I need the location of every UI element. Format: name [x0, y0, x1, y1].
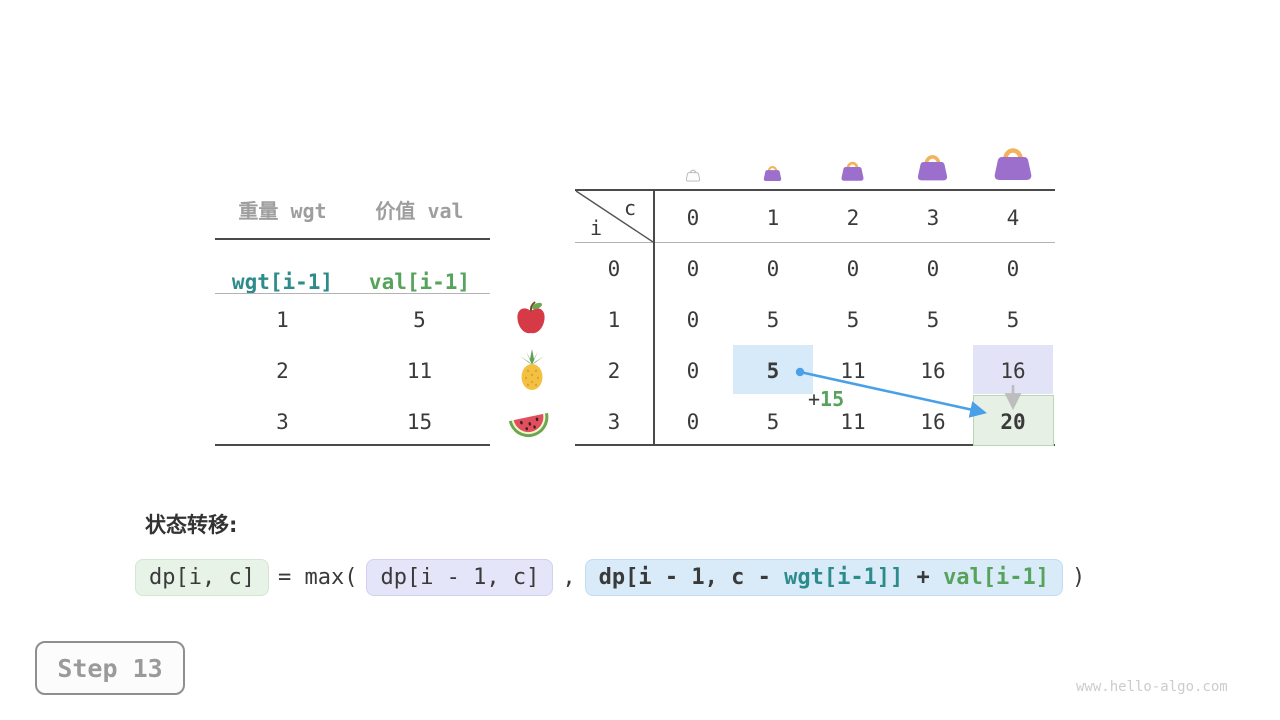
dp-row-label: 1: [607, 308, 621, 332]
items-table-mid-rule: [215, 293, 490, 294]
added-value: 15: [820, 387, 845, 411]
state-transition-label: 状态转移:: [145, 513, 238, 537]
step-badge: Step 13: [35, 641, 185, 695]
items-table-bottom-rule: [215, 444, 490, 446]
watermark: www.hello-algo.com: [1076, 679, 1228, 695]
items-table-header-weight: 重量 wgt: [238, 199, 327, 223]
dp-cell: 5: [766, 308, 780, 332]
dp-cell: 5: [766, 410, 780, 434]
formula-closing-paren: ): [1072, 565, 1086, 590]
dp-row-label: 0: [607, 257, 621, 281]
item-value-cell: 5: [413, 308, 426, 332]
item-weight-cell: 1: [276, 308, 289, 332]
formula-arg2-val: val[i-1]: [943, 565, 1050, 590]
formula-arg2-plus: +: [903, 565, 944, 590]
item-value-cell: 15: [406, 410, 433, 434]
items-table-header-value: 价值 val: [375, 199, 464, 223]
bag-large-icon: [917, 155, 948, 181]
formula-operator: = max(: [277, 565, 358, 590]
apple-icon: [517, 301, 545, 334]
bag-xlarge-icon: [994, 148, 1032, 180]
dp-cell: 0: [766, 257, 780, 281]
dp-cell: 16: [920, 359, 946, 383]
dp-corner-row-var: i: [590, 216, 603, 240]
formula-lhs: dp[i, c]: [135, 559, 269, 596]
dp-cell: 0: [926, 257, 940, 281]
plus-sign: +: [808, 387, 821, 411]
items-table-index-val: val[i-1]: [368, 270, 471, 294]
dp-cell: 5: [1006, 308, 1020, 332]
dp-col-label: 0: [686, 206, 700, 230]
dp-table-vertical-rule: [653, 189, 655, 446]
dp-cell: 11: [840, 410, 866, 434]
header-diagonal-line: [575, 190, 654, 243]
dp-cell: 0: [686, 257, 700, 281]
dp-row-label: 2: [607, 359, 621, 383]
dp-table-bottom-rule: [575, 444, 1055, 446]
dp-cell: 0: [1006, 257, 1020, 281]
dp-row-label: 3: [607, 410, 621, 434]
items-table-top-rule: [215, 238, 490, 240]
dp-table-header-rule: [575, 242, 1055, 243]
dp-cell: 16: [920, 410, 946, 434]
dp-corner-col-var: c: [624, 196, 637, 220]
formula-separator: ,: [562, 565, 576, 590]
bag-small-icon: [763, 165, 782, 182]
item-weight-cell: 3: [276, 410, 289, 434]
transition-annotation: +15: [808, 387, 844, 411]
dp-cell: 5: [846, 308, 860, 332]
dp-cell: 0: [686, 359, 700, 383]
items-table-index-wgt: wgt[i-1]: [231, 270, 334, 294]
dp-cell: 5: [926, 308, 940, 332]
item-value-cell: 11: [406, 359, 433, 383]
dp-cell-prev: 16: [1000, 359, 1026, 383]
dp-table-top-rule: [575, 189, 1055, 191]
formula-arg1: dp[i - 1, c]: [366, 559, 554, 596]
state-transition-formula: dp[i, c] = max( dp[i - 1, c] , dp[i - 1,…: [135, 559, 1085, 596]
dp-col-label: 3: [926, 206, 940, 230]
dp-cell: 0: [846, 257, 860, 281]
watermelon-icon: [508, 412, 549, 438]
dp-cell: 11: [840, 359, 866, 383]
dp-cell-result: 20: [1000, 410, 1026, 434]
dp-col-label: 1: [766, 206, 780, 230]
dp-col-label: 2: [846, 206, 860, 230]
pineapple-icon: [520, 349, 544, 390]
dp-cell: 0: [686, 308, 700, 332]
bag-outline-icon: [685, 169, 701, 182]
formula-arg2: dp[i - 1, c - wgt[i-1]] + val[i-1]: [584, 559, 1064, 596]
formula-arg2-dp: dp[i - 1, c -: [598, 565, 785, 590]
bag-medium-icon: [841, 161, 864, 181]
item-weight-cell: 2: [276, 359, 289, 383]
dp-cell: 0: [686, 410, 700, 434]
dp-col-label: 4: [1006, 206, 1020, 230]
dp-cell-source: 5: [766, 359, 780, 383]
formula-arg2-wgt: wgt[i-1]]: [784, 565, 904, 590]
